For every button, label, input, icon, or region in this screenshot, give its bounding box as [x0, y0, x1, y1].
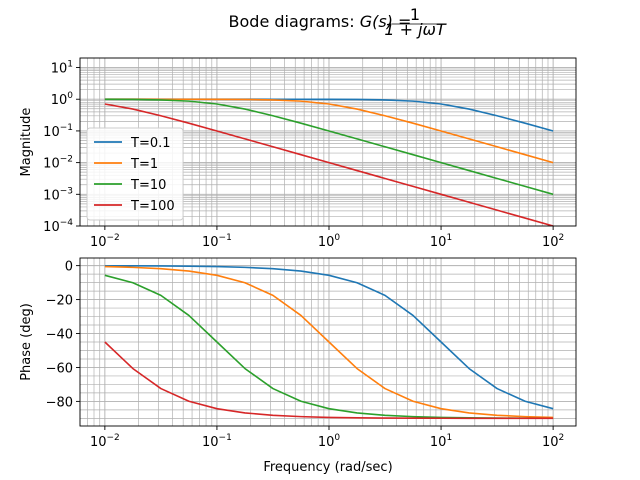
phase-panel: 10−2 10−1 100 101 102 0 −20 −40 −60 −80 Phase (deg…	[19, 258, 576, 475]
phase-ytick-label: −80	[46, 395, 73, 410]
phase-xtick-label: 101	[430, 433, 452, 450]
title-denominator: 1 + jωT	[384, 20, 447, 39]
magnitude-xtick-label: 102	[542, 233, 564, 250]
legend-entry-1: T=1	[130, 157, 158, 172]
magnitude-xtick-label: 100	[318, 233, 341, 250]
phase-ytick-label: −40	[46, 328, 73, 343]
phase-xtick-label: 102	[542, 433, 564, 450]
phase-ylabel: Phase (deg)	[19, 303, 34, 381]
magnitude-xtick-label: 101	[430, 233, 452, 250]
magnitude-ytick-label: 10−4	[43, 218, 73, 235]
phase-xtick-label: 10−2	[90, 433, 120, 450]
magnitude-xtick-label: 10−1	[202, 233, 232, 250]
legend: T=0.1 T=1 T=10 T=100	[87, 128, 183, 220]
magnitude-ylabel: Magnitude	[19, 108, 34, 177]
magnitude-ytick-label: 10−2	[43, 155, 73, 172]
phase-xtick-label: 100	[318, 433, 341, 450]
magnitude-ytick-label: 10−1	[43, 123, 73, 140]
legend-entry-0: T=0.1	[130, 136, 171, 151]
magnitude-panel: 10−2 10−1 100 101 102 10−4 10−3 10−2 10−1 100 101 M…	[19, 58, 576, 250]
magnitude-ytick-label: 100	[51, 91, 74, 108]
phase-ytick-label: −60	[46, 361, 73, 376]
phase-xtick-label: 10−1	[202, 433, 232, 450]
magnitude-ytick-label: 10−3	[43, 186, 73, 203]
phase-ytick-label: −20	[46, 294, 73, 309]
phase-ytick-label: 0	[65, 260, 73, 275]
magnitude-ytick-label: 101	[51, 60, 73, 77]
phase-xlabel: Frequency (rad/sec)	[263, 460, 392, 475]
title-prefix: Bode diagrams:	[229, 12, 360, 31]
magnitude-xtick-label: 10−2	[90, 233, 120, 250]
legend-entry-3: T=100	[130, 199, 175, 214]
legend-entry-2: T=10	[130, 178, 166, 193]
